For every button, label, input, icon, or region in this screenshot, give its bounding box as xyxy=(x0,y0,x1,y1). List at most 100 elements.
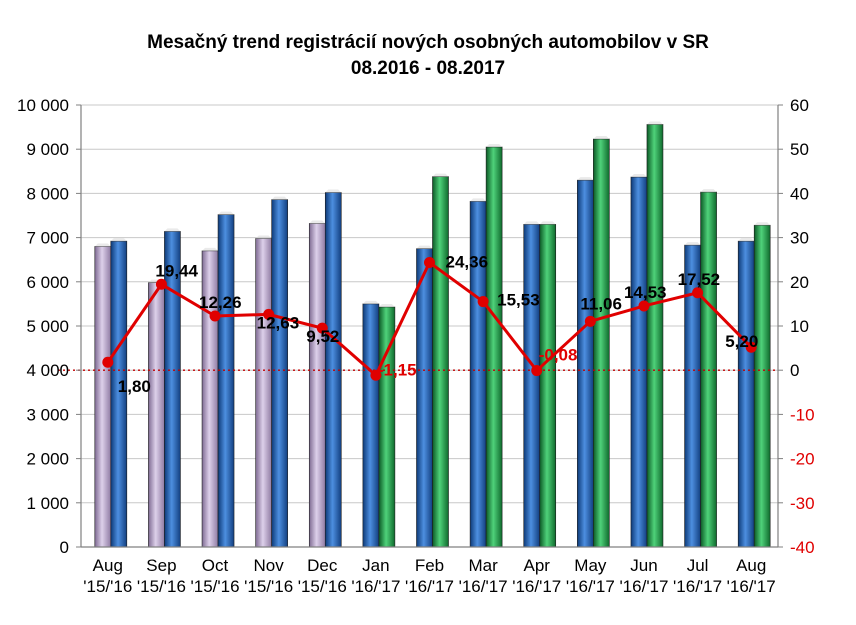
chart-title: Mesačný trend registrácií nových osobnýc… xyxy=(147,32,709,53)
right-tick-label: 60 xyxy=(790,96,809,115)
category-label-years: '16/'17 xyxy=(619,577,668,596)
category-label-month: Nov xyxy=(254,556,285,575)
bar-top-bevel xyxy=(738,238,755,242)
bar-series-1 xyxy=(362,303,380,548)
right-tick-label: -10 xyxy=(790,405,815,424)
bar-top-bevel xyxy=(470,198,487,202)
bar-top-bevel xyxy=(754,222,771,226)
bar-top-bevel xyxy=(218,211,235,215)
growth-point xyxy=(209,310,221,322)
category-label-month: Oct xyxy=(202,556,229,575)
bar-top-bevel xyxy=(577,177,594,181)
category-label-month: Mar xyxy=(468,556,498,575)
right-tick-label: 40 xyxy=(790,184,809,203)
growth-data-label: 12,26 xyxy=(199,293,242,312)
bar-series-1 xyxy=(737,240,755,548)
right-tick-label: 10 xyxy=(790,317,809,336)
bar-series-1 xyxy=(416,248,433,548)
bar-top-bevel xyxy=(539,221,556,225)
growth-point xyxy=(370,369,382,381)
left-tick-label: 4 000 xyxy=(26,361,69,380)
growth-point xyxy=(584,315,596,327)
right-tick-label: 50 xyxy=(790,140,809,159)
bar-series-2 xyxy=(593,138,610,548)
category-label-years: '16/'17 xyxy=(673,577,722,596)
bar-series-1 xyxy=(255,238,272,548)
bar-top-bevel xyxy=(630,174,647,178)
bar-series-1 xyxy=(308,223,326,548)
growth-point xyxy=(638,300,650,312)
category-label-month: Dec xyxy=(307,556,338,575)
bar-top-bevel xyxy=(416,245,433,249)
bar-top-bevel xyxy=(271,196,288,200)
category-label-month: Aug xyxy=(736,556,766,575)
left-tick-label: 2 000 xyxy=(26,450,69,469)
right-tick-label: -40 xyxy=(790,538,815,557)
bar-series-2 xyxy=(432,176,449,548)
bar-series-1 xyxy=(523,224,541,548)
growth-point xyxy=(692,287,704,299)
bar-series xyxy=(94,121,771,548)
bar-series-2 xyxy=(485,146,503,548)
left-tick-label: 5 000 xyxy=(26,317,69,336)
growth-point xyxy=(155,278,167,290)
bar-top-bevel xyxy=(378,303,395,307)
bar-top-bevel xyxy=(432,173,449,177)
growth-data-label: 14,53 xyxy=(624,283,667,302)
chart-subtitle: 08.2016 - 08.2017 xyxy=(351,58,505,79)
bar-top-bevel xyxy=(523,221,540,225)
growth-point xyxy=(316,322,328,334)
left-tick-label: 6 000 xyxy=(26,273,69,292)
bar-top-bevel xyxy=(362,300,379,304)
growth-data-label: 12,63 xyxy=(257,313,300,332)
category-label-years: '15/'16 xyxy=(83,577,132,596)
bar-top-bevel xyxy=(593,136,610,140)
bar-series-1 xyxy=(94,246,112,548)
growth-data-label: 1,80 xyxy=(118,377,151,396)
category-label-years: '16/'17 xyxy=(459,577,508,596)
growth-data-label: 19,44 xyxy=(155,261,198,280)
growth-data-label: 15,53 xyxy=(497,291,540,310)
right-tick-label: 0 xyxy=(790,361,799,380)
growth-data-label: -0,08 xyxy=(539,346,578,365)
category-label-years: '15/'16 xyxy=(191,577,240,596)
category-label-month: Sep xyxy=(146,556,176,575)
right-tick-label: -30 xyxy=(790,494,815,513)
left-tick-label: 8 000 xyxy=(26,184,69,203)
bar-series-2 xyxy=(217,214,235,548)
bar-top-bevel xyxy=(255,235,272,239)
category-label-month: May xyxy=(574,556,607,575)
category-label-month: Jan xyxy=(362,556,389,575)
bar-top-bevel xyxy=(202,247,219,251)
bar-top-bevel xyxy=(646,121,663,125)
growth-point xyxy=(102,356,114,368)
bar-top-bevel xyxy=(486,143,503,147)
right-tick-label: -20 xyxy=(790,450,815,469)
bar-series-2 xyxy=(539,224,557,548)
left-tick-label: 9 000 xyxy=(26,140,69,159)
right-tick-label: 30 xyxy=(790,229,809,248)
growth-point xyxy=(424,257,435,269)
left-axis-ticks: 0 1 000 2 000 3 000 4 000 5 000 6 000 7 000 8 00… xyxy=(17,96,81,557)
bar-top-bevel xyxy=(700,189,717,193)
growth-point xyxy=(477,296,489,308)
category-label-month: Apr xyxy=(523,556,550,575)
growth-data-label: 11,06 xyxy=(580,294,622,313)
bar-top-bevel xyxy=(309,220,326,224)
category-label-years: '15/'16 xyxy=(298,577,347,596)
right-axis-ticks: -40 -30 -20 -10 0 10 20 30 40 50 60 xyxy=(778,96,815,557)
left-tick-label: 1 000 xyxy=(26,494,69,513)
left-tick-label: 0 xyxy=(60,538,69,557)
category-label-years: '16/'17 xyxy=(405,577,454,596)
bar-series-2 xyxy=(646,124,664,548)
category-labels: Aug '15/'16 Sep '15/'16 Oct '15/'16 Nov '15/'16… xyxy=(83,556,775,596)
category-label-month: Jul xyxy=(687,556,709,575)
category-label-years: '16/'17 xyxy=(566,577,615,596)
growth-line-series xyxy=(102,257,757,381)
growth-data-label: 17,52 xyxy=(678,270,721,289)
bar-top-bevel xyxy=(164,228,181,232)
growth-data-label: -1,15 xyxy=(378,360,417,379)
bar-top-bevel xyxy=(684,242,701,246)
